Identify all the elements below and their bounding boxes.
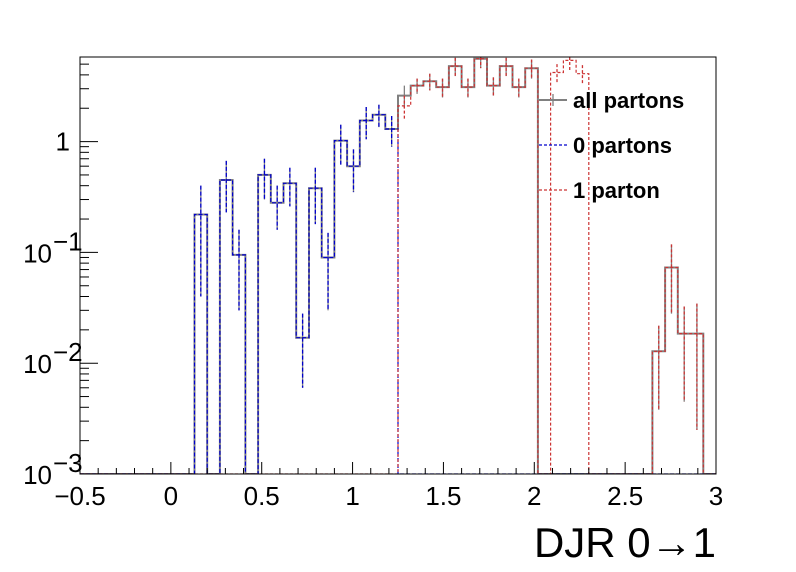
legend-label-all-partons: all partons — [573, 88, 684, 113]
plot-frame — [79, 56, 717, 475]
y-tick-label: 10 — [23, 238, 52, 268]
y-tick-label: 1 — [56, 127, 70, 157]
x-tick-label: 2 — [527, 481, 541, 511]
series-line-1-parton — [80, 58, 716, 474]
legend: all partons 0 partons 1 parton — [539, 88, 684, 203]
x-tick-label: 1.5 — [425, 481, 461, 511]
legend-label-0-partons: 0 partons — [573, 133, 672, 158]
y-tick-label: 10 — [23, 460, 52, 490]
series-line-0-partons — [80, 114, 716, 474]
series-layer — [80, 57, 716, 474]
x-tick-label: 1 — [345, 481, 359, 511]
y-tick-exponent: −2 — [53, 337, 83, 367]
x-tick-label: 2.5 — [607, 481, 643, 511]
y-tick-exponent: −1 — [53, 226, 83, 256]
legend-label-1-parton: 1 parton — [573, 178, 660, 203]
x-axis-title: DJR 0→1 — [534, 519, 716, 566]
y-tick-exponent: −3 — [53, 448, 83, 478]
x-tick-label: 3 — [709, 481, 723, 511]
series-1-parton — [80, 57, 716, 474]
series-0-partons — [80, 104, 716, 474]
y-tick-label: 10 — [23, 349, 52, 379]
x-tick-label: 0 — [164, 481, 178, 511]
x-tick-label: 0.5 — [244, 481, 280, 511]
x-tick-label: −0.5 — [54, 481, 105, 511]
